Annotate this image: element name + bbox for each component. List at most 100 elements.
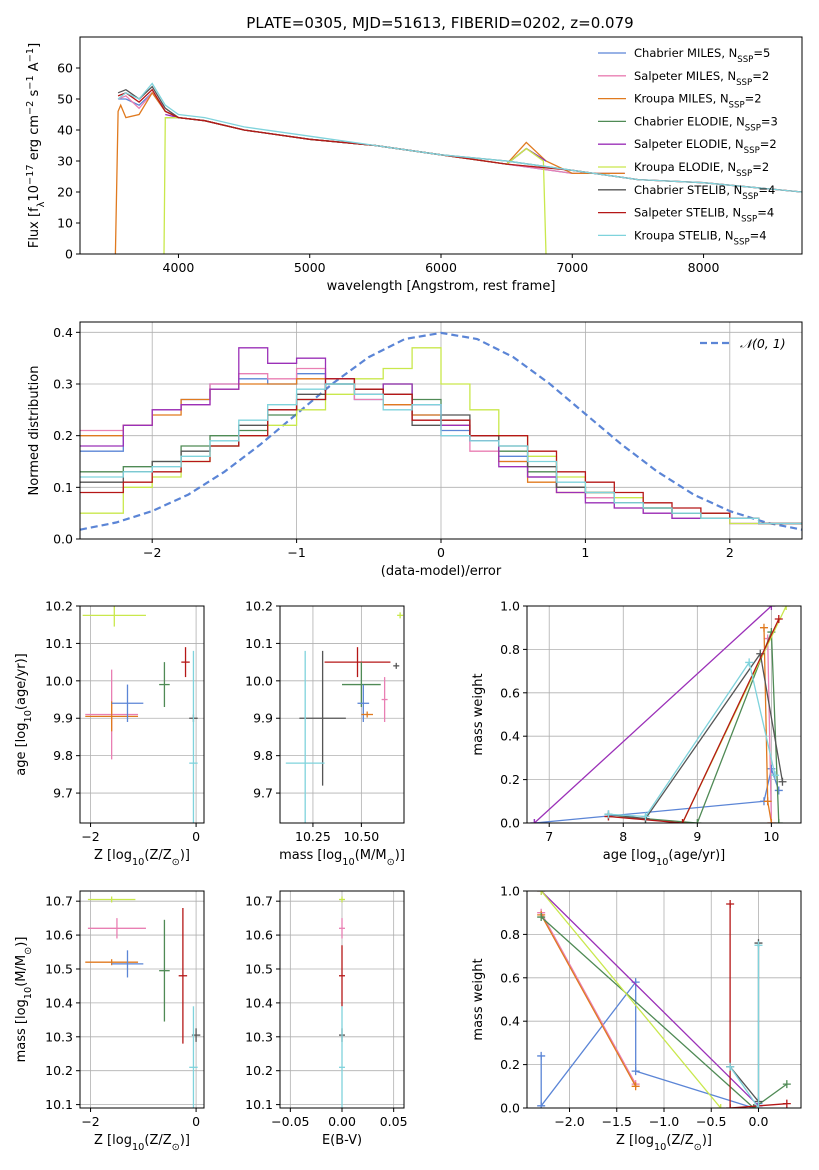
data-point bbox=[716, 1104, 725, 1108]
data-point bbox=[763, 797, 772, 806]
x-axis-label: mass [log10(M/M⊙)] bbox=[279, 848, 405, 868]
chart-mass-vs-EBV: −0.05 0.00 0.05 10.1 10.2 10.3 10.4 10.5 10.6 10.… bbox=[245, 890, 408, 1148]
legend-entry: Kroupa ELODIE, NSSP=2 bbox=[598, 160, 769, 179]
series-chabrier-miles bbox=[540, 980, 759, 1108]
y-tick-label: 10.7 bbox=[245, 894, 273, 909]
data-point bbox=[530, 819, 539, 823]
data-point bbox=[782, 1080, 791, 1089]
series-salpeter-elodie bbox=[540, 891, 759, 1107]
data-point bbox=[693, 819, 702, 823]
y-tick-label: 10 bbox=[57, 216, 73, 231]
data-point bbox=[537, 1101, 546, 1108]
x-axis-label: age [log10(age/yr)] bbox=[603, 848, 726, 868]
y-tick-label: 1.0 bbox=[500, 599, 520, 614]
series-kroupa-miles bbox=[540, 914, 637, 1087]
y-tick-label: 0.2 bbox=[500, 1057, 520, 1072]
y-tick-label: 0.6 bbox=[500, 685, 520, 700]
y-axis-label: age [log10(age/yr)] bbox=[14, 653, 34, 776]
legend-entry: Chabrier STELIB, NSSP=4 bbox=[598, 183, 775, 202]
x-tick-label: 9 bbox=[693, 829, 701, 844]
series-chabrier-elodie bbox=[608, 631, 780, 823]
y-tick-label: 30 bbox=[57, 154, 73, 169]
errorbar-point bbox=[111, 950, 144, 978]
legend: Chabrier MILES, NSSP=5 Salpeter MILES, NS… bbox=[598, 46, 778, 247]
x-tick-label: 8 bbox=[619, 829, 627, 844]
data-point bbox=[778, 777, 787, 786]
y-tick-label: 10.2 bbox=[245, 599, 273, 614]
data-point bbox=[754, 1104, 763, 1108]
errorbar-point bbox=[299, 650, 346, 786]
axes-frame bbox=[526, 605, 802, 824]
y-tick-label: 9.8 bbox=[53, 748, 73, 763]
data-point bbox=[604, 810, 613, 819]
data-point bbox=[774, 819, 783, 823]
svg-text:Chabrier STELIB, NSSP=4: Chabrier STELIB, NSSP=4 bbox=[634, 183, 775, 202]
y-tick-label: 10.3 bbox=[245, 1029, 273, 1044]
x-tick-label: 7000 bbox=[556, 260, 588, 275]
x-axis-label: Z [log10(Z/Z⊙)] bbox=[94, 1133, 190, 1153]
legend-entry: Salpeter ELODIE, NSSP=2 bbox=[598, 137, 777, 156]
svg-text:Chabrier ELODIE, NSSP=3: Chabrier ELODIE, NSSP=3 bbox=[634, 114, 778, 133]
y-tick-label: 0.1 bbox=[53, 480, 73, 495]
y-tick-label: 0.8 bbox=[500, 642, 520, 657]
y-tick-label: 10.0 bbox=[45, 673, 73, 688]
errorbar-point bbox=[339, 1006, 345, 1108]
y-tick-label: 0.0 bbox=[500, 816, 520, 831]
legend-entry: Kroupa STELIB, NSSP=4 bbox=[598, 228, 767, 247]
errorbar-point bbox=[85, 701, 139, 732]
y-tick-label: 0.4 bbox=[53, 325, 73, 340]
y-tick-label: 10.4 bbox=[245, 995, 273, 1010]
errorbar-point bbox=[324, 647, 391, 678]
x-tick-label: −0.05 bbox=[271, 1114, 309, 1129]
x-tick-label: 7 bbox=[545, 829, 553, 844]
y-tick-label: 40 bbox=[57, 123, 73, 138]
svg-text:Chabrier MILES, NSSP=5: Chabrier MILES, NSSP=5 bbox=[634, 46, 770, 65]
y-tick-label: 0.2 bbox=[53, 428, 73, 443]
y-tick-label: 9.7 bbox=[53, 786, 73, 801]
y-tick-label: 10.1 bbox=[45, 1097, 73, 1112]
errorbar-point bbox=[159, 662, 170, 708]
svg-text:Kroupa ELODIE, NSSP=2: Kroupa ELODIE, NSSP=2 bbox=[634, 160, 769, 179]
y-tick-label: 10.6 bbox=[45, 928, 73, 943]
data-point bbox=[678, 819, 687, 823]
errorbar-point bbox=[342, 662, 381, 708]
y-axis-label: mass weight bbox=[471, 673, 486, 755]
y-tick-label: 10.4 bbox=[45, 995, 73, 1010]
errorbar-point bbox=[285, 650, 325, 823]
y-tick-label: 0.4 bbox=[500, 729, 520, 744]
y-tick-label: 10.7 bbox=[45, 894, 73, 909]
y-tick-label: 10.3 bbox=[45, 1029, 73, 1044]
errorbar-point bbox=[339, 945, 345, 1007]
y-tick-label: 10.2 bbox=[45, 599, 73, 614]
y-tick-label: 9.7 bbox=[253, 786, 273, 801]
series-kroupa-stelib bbox=[729, 945, 760, 1108]
data-point bbox=[754, 941, 763, 950]
errorbar-point bbox=[381, 677, 388, 722]
axes-frame bbox=[79, 605, 205, 824]
series-chabrier-stelib bbox=[608, 652, 784, 820]
y-tick-label: 0.3 bbox=[53, 377, 73, 392]
y-tick-label: 10.5 bbox=[245, 961, 273, 976]
data-point bbox=[641, 812, 650, 821]
series--0-1- bbox=[80, 331, 802, 531]
y-tick-label: 10.0 bbox=[245, 673, 273, 688]
errorbar-point bbox=[159, 919, 170, 1022]
data-point bbox=[749, 1104, 758, 1108]
x-axis-label: Z [log10(Z/Z⊙)] bbox=[94, 848, 190, 868]
x-tick-label: −0.5 bbox=[696, 1114, 726, 1129]
chart-mass-vs-Z: −2 0 10.1 10.2 10.3 10.4 10.5 10.6 10.7 Z [log10(… bbox=[14, 890, 205, 1153]
y-tick-label: 1.0 bbox=[500, 884, 520, 899]
svg-text:𝒩(0, 1): 𝒩(0, 1) bbox=[740, 336, 786, 351]
data-point bbox=[537, 913, 546, 922]
svg-text:Salpeter MILES, NSSP=2: Salpeter MILES, NSSP=2 bbox=[634, 69, 769, 88]
x-tick-label: 0 bbox=[192, 829, 200, 844]
y-tick-label: 9.9 bbox=[253, 711, 273, 726]
x-tick-label: −1 bbox=[287, 545, 305, 560]
x-tick-label: −1.0 bbox=[649, 1114, 679, 1129]
legend-entry: Chabrier ELODIE, NSSP=3 bbox=[598, 114, 778, 133]
y-axis-label: mass weight bbox=[471, 958, 486, 1040]
errorbar-point bbox=[339, 918, 345, 939]
x-axis-label: (data-model)/error bbox=[381, 564, 502, 579]
data-point bbox=[631, 1067, 640, 1076]
errorbar-point bbox=[178, 907, 188, 1044]
